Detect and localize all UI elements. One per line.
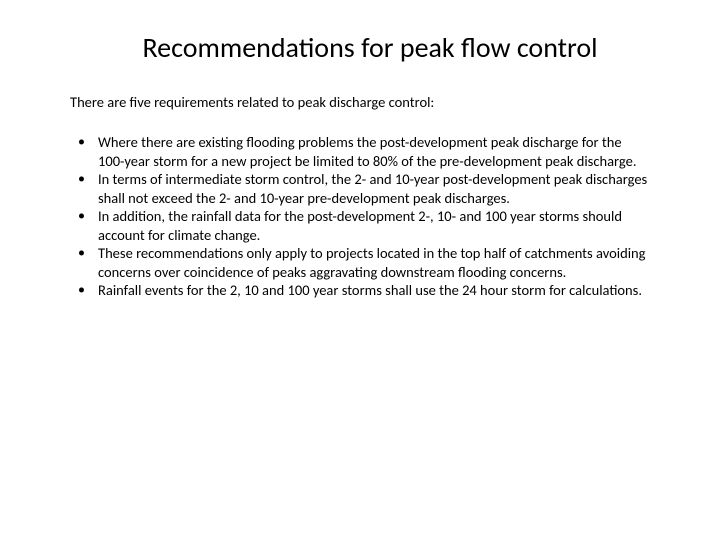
- bullet-list: Where there are existing flooding proble…: [70, 133, 650, 300]
- slide-title: Recommendations for peak flow control: [90, 30, 650, 65]
- list-item: Rainfall events for the 2, 10 and 100 ye…: [70, 281, 650, 300]
- list-item: In addition, the rainfall data for the p…: [70, 207, 650, 244]
- intro-text: There are five requirements related to p…: [70, 93, 650, 111]
- list-item: In terms of intermediate storm control, …: [70, 170, 650, 207]
- list-item: These recommendations only apply to proj…: [70, 244, 650, 281]
- list-item: Where there are existing flooding proble…: [70, 133, 650, 170]
- slide-container: Recommendations for peak flow control Th…: [0, 0, 720, 540]
